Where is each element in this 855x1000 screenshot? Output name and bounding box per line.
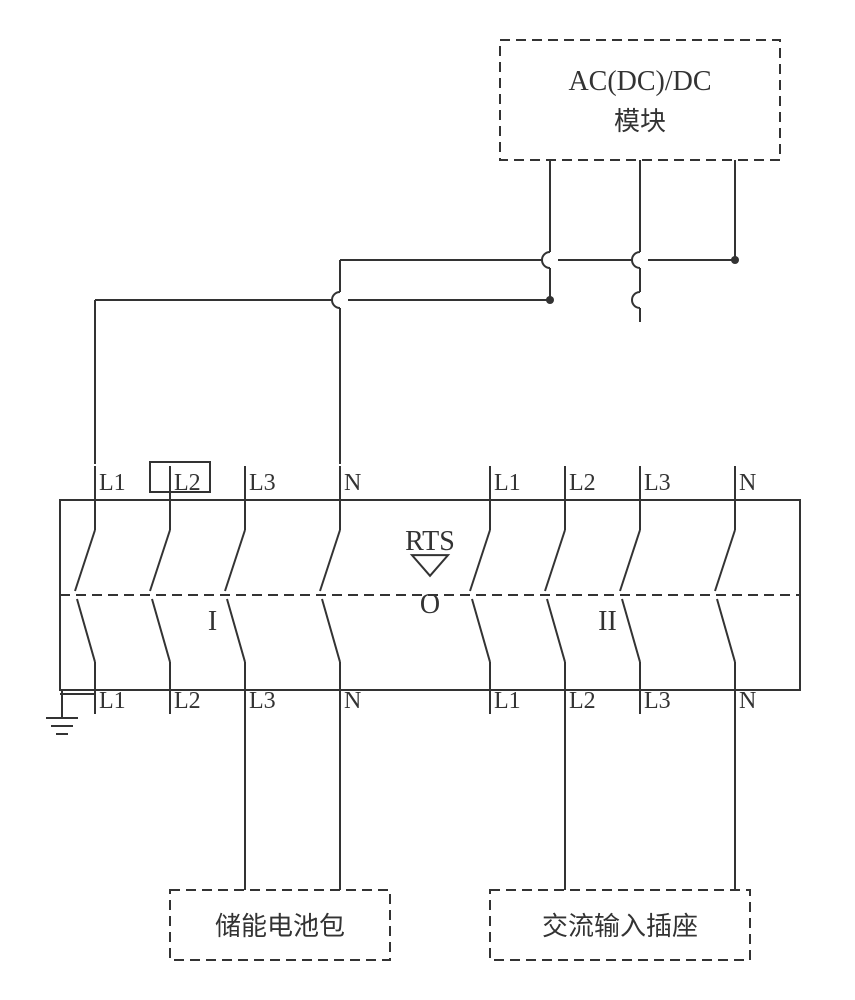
rts-bot-label-0: L1 bbox=[99, 688, 126, 714]
rts-top-label-0: L1 bbox=[99, 470, 126, 496]
circuit-diagram: AC(DC)/DC模块RTSOIIIL1L1L2L2L3L3NNL1L1L2L2… bbox=[0, 0, 855, 1000]
rts-bot-label-2: L3 bbox=[249, 688, 276, 714]
rts-top-label-3: N bbox=[344, 470, 361, 496]
rts-bot-label-6: L3 bbox=[644, 688, 671, 714]
rts-section-left: I bbox=[208, 606, 217, 637]
rts-top-label-7: N bbox=[739, 470, 756, 496]
rts-indicator-label: O bbox=[420, 589, 440, 620]
rts-bot-label-1: L2 bbox=[174, 688, 201, 714]
acdc-module-line2: 模块 bbox=[614, 107, 666, 136]
rts-bot-label-3: N bbox=[344, 688, 361, 714]
rts-section-right: II bbox=[598, 606, 617, 637]
rts-top-label-4: L1 bbox=[494, 470, 521, 496]
battery-label: 储能电池包 bbox=[215, 912, 345, 941]
acdc-module-box bbox=[500, 40, 780, 160]
rts-top-label-5: L2 bbox=[569, 470, 596, 496]
rts-top-label-1: L2 bbox=[174, 470, 201, 496]
rts-bot-label-4: L1 bbox=[494, 688, 521, 714]
rts-bot-label-7: N bbox=[739, 688, 756, 714]
rts-bot-label-5: L2 bbox=[569, 688, 596, 714]
ac-input-label: 交流输入插座 bbox=[542, 912, 698, 941]
rts-title: RTS bbox=[405, 526, 455, 557]
acdc-module-line1: AC(DC)/DC bbox=[568, 66, 711, 97]
rts-indicator-triangle bbox=[412, 555, 448, 576]
rts-top-label-2: L3 bbox=[249, 470, 276, 496]
rts-top-label-6: L3 bbox=[644, 470, 671, 496]
